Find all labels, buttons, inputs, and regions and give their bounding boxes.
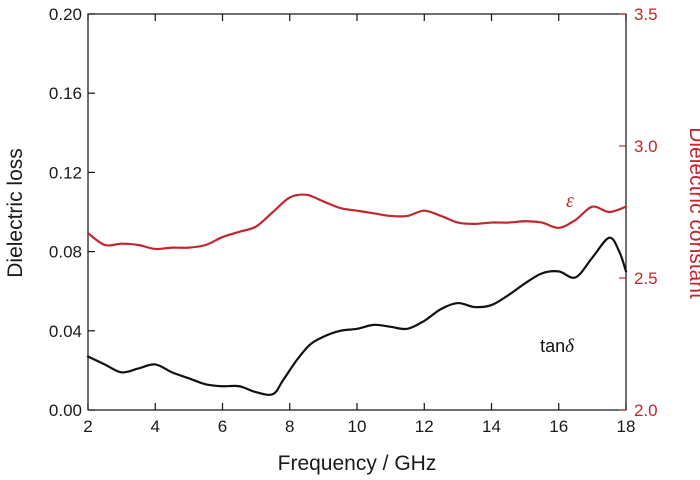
y-right-tick-label: 3.0 xyxy=(634,137,658,156)
x-tick-label: 4 xyxy=(151,417,160,436)
y-right-tick-label: 2.5 xyxy=(634,269,658,288)
y-left-tick-label: 0.20 xyxy=(49,5,82,24)
y-left-tick-label: 0.00 xyxy=(49,401,82,420)
x-tick-label: 18 xyxy=(617,417,636,436)
x-tick-label: 8 xyxy=(285,417,294,436)
x-axis-title: Frequency / GHz xyxy=(278,452,437,475)
series-label-epsilon: ε xyxy=(566,190,574,212)
x-tick-label: 2 xyxy=(83,417,92,436)
y-left-tick-label: 0.08 xyxy=(49,243,82,262)
y-left-tick-label: 0.04 xyxy=(49,322,82,341)
x-tick-label: 6 xyxy=(218,417,227,436)
y-right-tick-label: 2.0 xyxy=(634,401,658,420)
x-tick-label: 14 xyxy=(482,417,501,436)
y-axis-right-title: Dielectric constant xyxy=(685,127,700,299)
y-left-tick-label: 0.12 xyxy=(49,163,82,182)
x-tick-label: 10 xyxy=(348,417,367,436)
series-label-tan-prefix: tan xyxy=(540,336,565,356)
y-axis-left-title: Dielectric loss xyxy=(4,148,27,278)
y-left-tick-label: 0.16 xyxy=(49,84,82,103)
x-tick-label: 12 xyxy=(415,417,434,436)
series-line-tan-delta xyxy=(86,236,628,396)
x-tick-label: 16 xyxy=(549,417,568,436)
series-line-epsilon xyxy=(86,193,628,251)
series-label-tan-symbol: δ xyxy=(565,336,575,357)
y-right-tick-label: 3.5 xyxy=(634,5,658,24)
series-label-tan-delta: tanδ xyxy=(540,336,575,357)
